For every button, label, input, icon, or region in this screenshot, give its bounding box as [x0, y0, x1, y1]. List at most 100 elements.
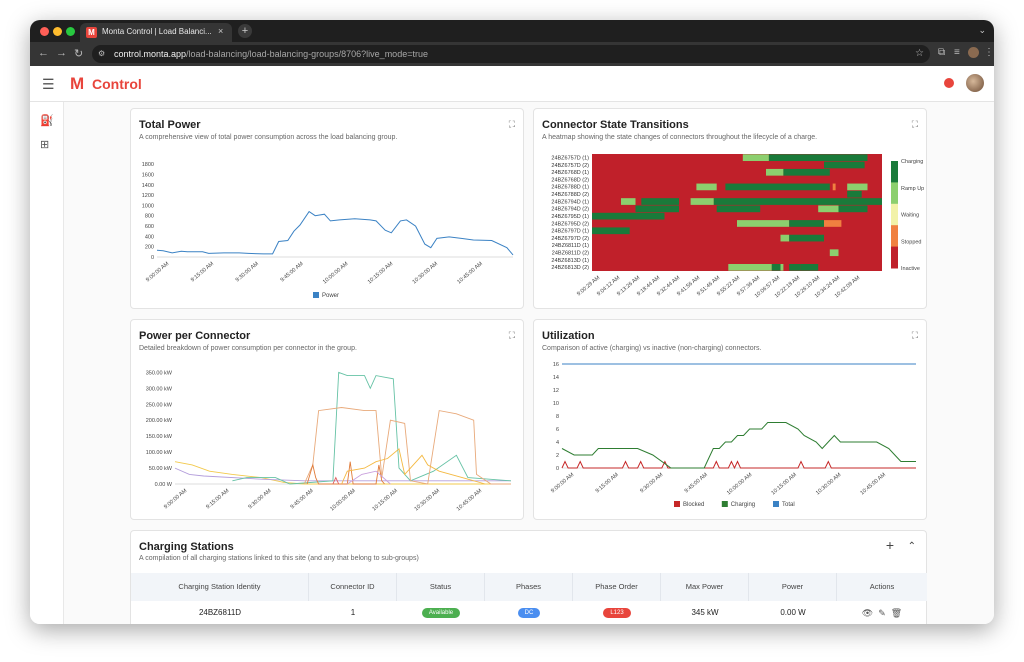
heatmap-cell [766, 168, 784, 176]
notification-icon[interactable] [944, 78, 954, 88]
series-line [303, 407, 511, 485]
series-line [306, 461, 385, 485]
col-header-power[interactable]: Power [749, 573, 837, 601]
heatmap-cell [592, 227, 630, 235]
heatmap-cell [737, 220, 790, 227]
x-tick-label: 9:45:00 AM [290, 488, 315, 511]
colorscale-label: Inactive [901, 266, 920, 272]
series-line-blocked [561, 460, 916, 470]
col-header-phases[interactable]: Phases [485, 573, 573, 601]
minimize-window-button[interactable] [53, 27, 62, 36]
x-tick-label: 9:45:00 AM [684, 472, 709, 495]
legend-swatch [773, 501, 779, 507]
charging-stations-title: Charging Stations [139, 541, 234, 553]
media-icon[interactable]: ≡ [954, 47, 960, 58]
expand-power-per-connector-icon[interactable]: ⛶ [508, 330, 515, 340]
series-line [174, 467, 511, 482]
col-header-connector[interactable]: Connector ID [309, 573, 397, 601]
monta-logo-icon[interactable]: M [70, 74, 85, 93]
tab-search-icon[interactable]: ⌄ [978, 25, 986, 35]
y-tick-label: 1000 [142, 203, 154, 209]
close-window-button[interactable] [40, 27, 49, 36]
colorscale-label: Stopped [901, 239, 922, 245]
heatmap-cell [847, 183, 868, 191]
x-tick-label: 10:30:00 AM [815, 472, 843, 497]
monta-favicon-icon: M [86, 27, 97, 38]
back-icon[interactable]: ← [38, 47, 49, 59]
colorscale-label: Ramp Up [901, 186, 924, 192]
y-tick-label: 1600 [142, 172, 154, 178]
heatmap-cell [829, 249, 839, 257]
new-tab-button[interactable]: + [238, 24, 252, 38]
app-header: ☰ M Control [30, 66, 994, 102]
y-tick-label: 4 [556, 440, 559, 446]
col-header-max-power[interactable]: Max Power [661, 573, 749, 601]
hamburger-menu-icon[interactable]: ☰ [42, 76, 55, 92]
url-text: control.monta.app/load-balancing/load-ba… [114, 49, 428, 59]
site-info-icon[interactable]: ⚙ [98, 49, 106, 58]
heatmap-cell [641, 198, 679, 205]
y-tick-label: 100.00 kW [146, 450, 173, 456]
y-tick-label: 350.00 kW [146, 370, 173, 376]
colorscale-label: Waiting [901, 213, 919, 219]
extensions-icon[interactable]: ⧉ [938, 47, 946, 58]
hierarchy-icon[interactable]: ⊞ [40, 139, 50, 151]
charging-stations-card: Charging Stations A compilation of all c… [130, 530, 927, 624]
reload-icon[interactable]: ↻ [74, 48, 84, 60]
x-tick-label: 10:00:00 AM [322, 261, 350, 286]
legend-swatch [674, 501, 680, 507]
heatmap-cell [725, 183, 830, 191]
cell-phase-order: L123 [573, 603, 661, 623]
y-tick-label: 1800 [142, 162, 154, 168]
cell-identity[interactable]: 24BZ6811D [198, 608, 242, 617]
heatmap-cell [789, 263, 801, 271]
series-line [341, 448, 486, 485]
cell-status: Available [397, 603, 485, 623]
edit-icon[interactable]: ✎ [878, 608, 886, 618]
expand-utilization-icon[interactable]: ⛶ [911, 330, 918, 340]
user-avatar[interactable] [966, 74, 984, 92]
x-tick-label: 9:15:00 AM [595, 472, 620, 495]
heatmap-cell [824, 220, 842, 227]
menu-icon[interactable]: ⋮ [984, 47, 994, 58]
address-bar: ← → ↻ ⚙ control.monta.app/load-balancing… [30, 42, 994, 66]
row-label: 24BZ6757D (2) [551, 163, 589, 169]
tab-title: Monta Control | Load Balanci... [102, 27, 212, 36]
y-tick-label: 250.00 kW [146, 402, 173, 408]
delete-icon[interactable]: 🗑 [890, 608, 903, 618]
y-tick-label: 6 [556, 427, 559, 433]
col-header-phase-order[interactable]: Phase Order [573, 573, 661, 601]
collapse-stations-button[interactable]: ⌃ [907, 541, 916, 552]
cell-max-power: 345 kW [691, 608, 719, 617]
legend-swatch [313, 292, 319, 298]
tab-bar: M Monta Control | Load Balanci... × + ⌄ [30, 20, 994, 42]
heatmap-cell [696, 183, 717, 191]
col-header-identity[interactable]: Charging Station Identity [131, 573, 309, 601]
app-logo-text[interactable]: Control [92, 76, 142, 92]
profile-icon[interactable] [968, 47, 979, 58]
add-station-button[interactable]: + [885, 537, 894, 553]
zoom-window-button[interactable] [66, 27, 75, 36]
close-tab-icon[interactable]: × [218, 26, 224, 36]
expand-state-transitions-icon[interactable]: ⛶ [911, 119, 918, 129]
url-input[interactable]: ⚙ control.monta.app/load-balancing/load-… [92, 45, 930, 63]
x-tick-label: 10:45:00 AM [859, 472, 887, 497]
x-tick-label: 10:45:00 AM [456, 261, 484, 286]
col-header-status[interactable]: Status [397, 573, 485, 601]
star-icon[interactable]: ☆ [915, 48, 924, 59]
x-tick-label: 10:15:00 AM [371, 488, 399, 513]
expand-total-power-icon[interactable]: ⛶ [508, 119, 515, 129]
url-host: control.monta.app [114, 49, 187, 59]
legend-label: Charging [731, 502, 755, 508]
browser-tab[interactable]: M Monta Control | Load Balanci... × [80, 23, 232, 42]
row-label: 24BZ6811D (2) [552, 251, 589, 257]
heatmap-cell [780, 263, 784, 271]
view-icon[interactable]: 👁 [861, 608, 874, 618]
row-label: 24BZ6797D (2) [551, 236, 589, 242]
total-power-title: Total Power [139, 119, 201, 131]
series-line-power [156, 210, 514, 256]
x-tick-label: 10:15:00 AM [367, 261, 395, 286]
utilization-chart: 0 2 4 6 8 10 12 14 16 9:00:00 AM 9:15:00 AM 9:30:00… [550, 362, 916, 508]
forward-icon[interactable]: → [56, 47, 67, 59]
charger-icon[interactable]: ⛽ [40, 115, 54, 127]
